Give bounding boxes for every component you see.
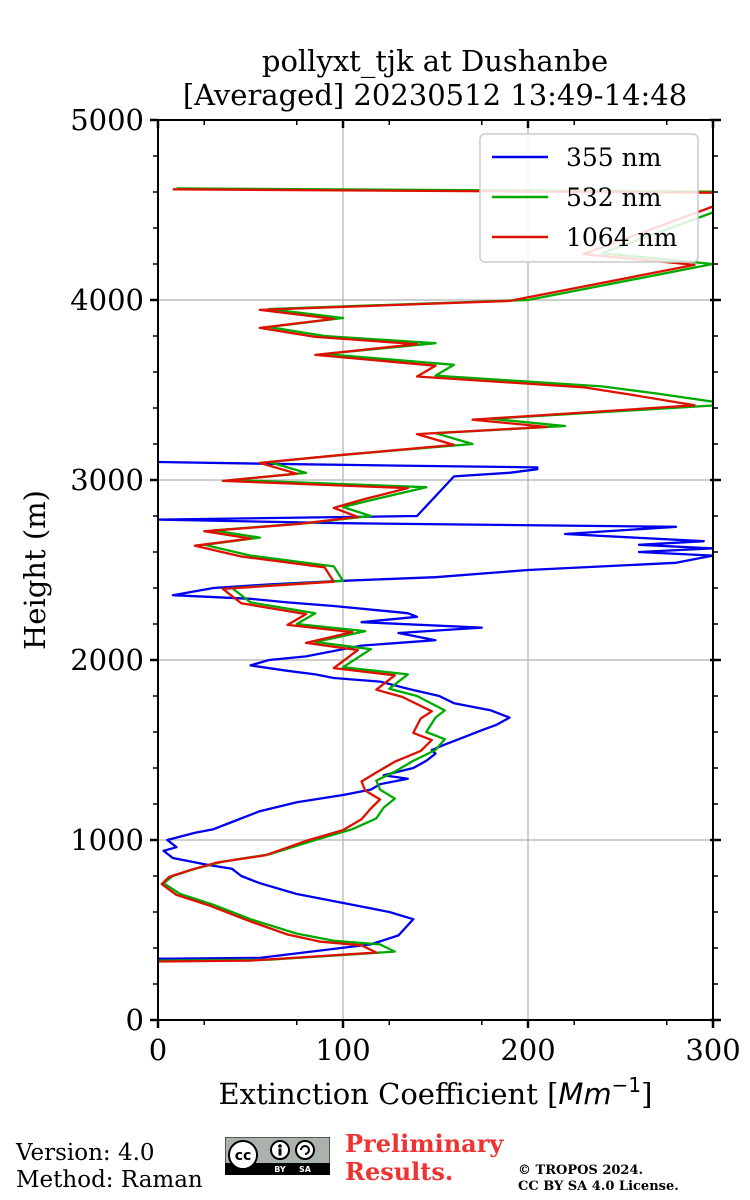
chart-title-line1: pollyxt_tjk at Dushanbe	[261, 44, 609, 78]
series-line-0	[158, 460, 713, 960]
cc-by-sa-logo: cc BY SA	[225, 1137, 330, 1175]
x-tick-label: 0	[149, 1033, 167, 1067]
chart-title-line2: [Averaged] 20230512 13:49-14:48	[182, 78, 688, 112]
copyright-line1: © TROPOS 2024.	[518, 1163, 644, 1178]
legend-box	[479, 133, 699, 263]
plot-frame	[157, 119, 714, 1021]
y-tick-label: 1000	[70, 823, 144, 857]
y-tick-label: 5000	[70, 103, 144, 137]
x-tick-label: 100	[315, 1033, 370, 1067]
series-line-1	[158, 187, 713, 962]
legend: 355 nm 532 nm 1064 nm	[479, 133, 699, 263]
cc-by-text: BY	[274, 1165, 286, 1174]
y-axis-label: Height (m)	[18, 490, 52, 650]
version-label: Version: 4.0	[16, 1140, 155, 1166]
series-line-2	[158, 188, 713, 963]
legend-label-1: 532 nm	[566, 183, 662, 212]
x-tick-label: 300	[685, 1033, 740, 1067]
y-tick-label: 2000	[70, 643, 144, 677]
y-tick-label: 4000	[70, 283, 144, 317]
axes: 0 100 200 300010002000300040005000Extinctio…	[18, 103, 741, 1111]
copyright-notice: © TROPOS 2024. CC BY SA 4.0 License.	[518, 1163, 679, 1195]
extinction-chart: 0 100 200 300010002000300040005000Extinctio…	[18, 103, 741, 1111]
y-tick-label: 0	[126, 1003, 144, 1037]
cc-text: cc	[235, 1148, 252, 1164]
preliminary-line1: Preliminary	[345, 1129, 504, 1158]
legend-label-2: 1064 nm	[566, 223, 678, 252]
cc-sa-text: SA	[299, 1165, 312, 1174]
preliminary-results-label: Preliminary Results.	[345, 1130, 503, 1186]
y-tick-label: 3000	[70, 463, 144, 497]
method-label: Method: Raman	[16, 1167, 203, 1193]
x-tick-label: 200	[500, 1033, 555, 1067]
legend-label-0: 355 nm	[566, 143, 662, 172]
preliminary-line2: Results.	[345, 1157, 454, 1186]
copyright-line2: CC BY SA 4.0 License.	[518, 1179, 679, 1194]
x-axis-label: Extinction Coefficient [Mm−1]	[219, 1073, 653, 1111]
